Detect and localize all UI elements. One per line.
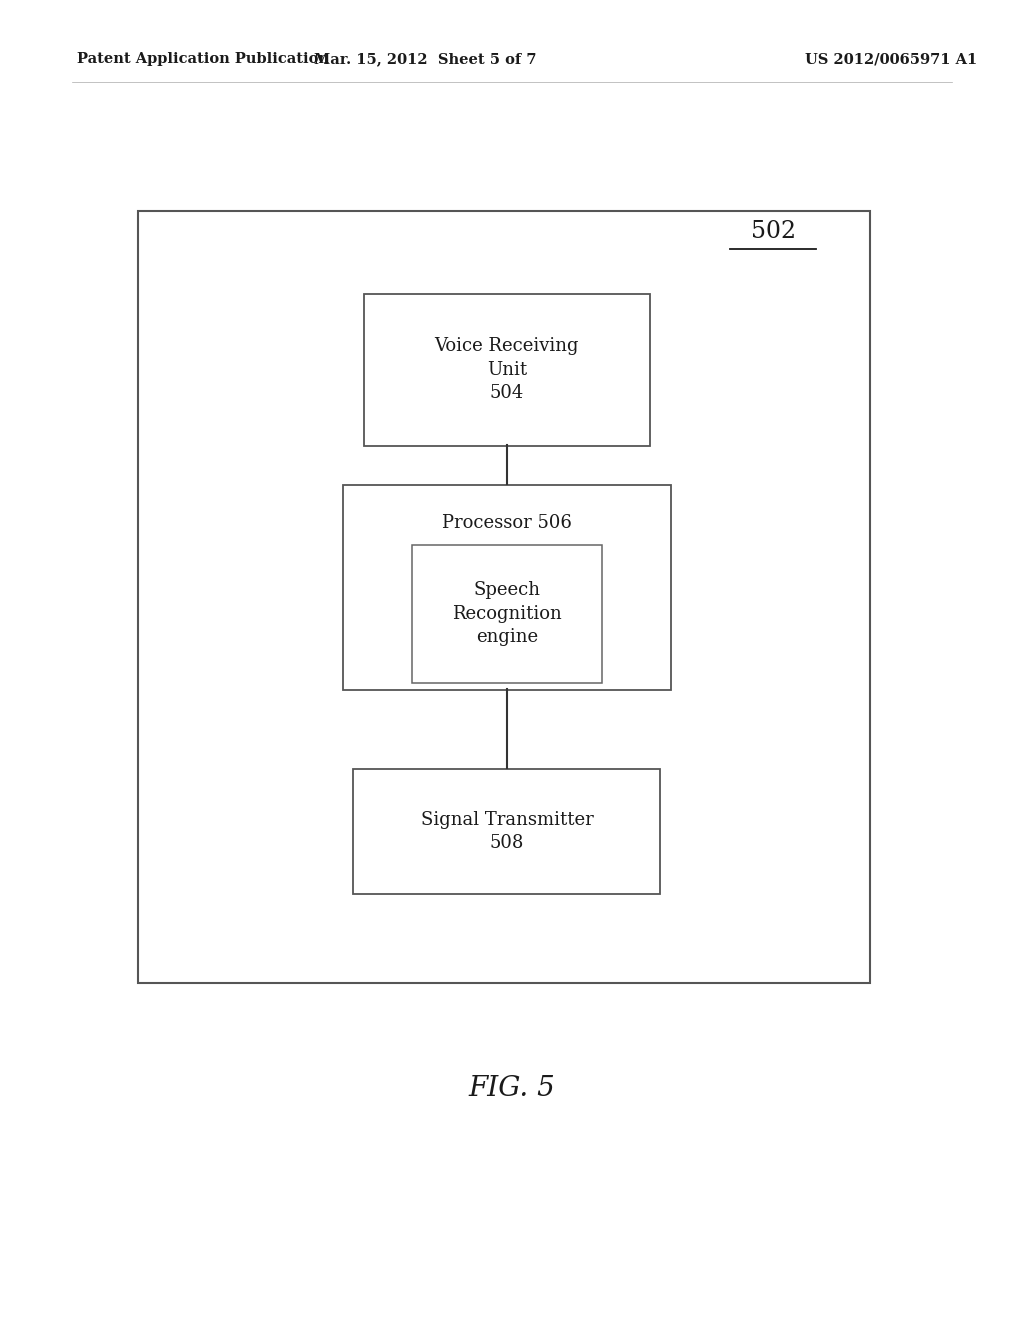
Bar [364,294,650,446]
Text: Signal Transmitter
508: Signal Transmitter 508 [421,810,593,853]
Bar [138,211,870,983]
Text: US 2012/0065971 A1: US 2012/0065971 A1 [805,53,977,66]
Text: FIG. 5: FIG. 5 [469,1076,555,1102]
Text: Mar. 15, 2012  Sheet 5 of 7: Mar. 15, 2012 Sheet 5 of 7 [313,53,537,66]
Text: Speech
Recognition
engine: Speech Recognition engine [452,581,562,647]
Text: Voice Receiving
Unit
504: Voice Receiving Unit 504 [434,337,580,403]
Text: 502: 502 [751,219,796,243]
Bar [412,544,601,682]
Text: Patent Application Publication: Patent Application Publication [77,53,329,66]
Text: Processor 506: Processor 506 [442,513,571,532]
Bar [353,768,660,895]
Bar [343,484,671,689]
